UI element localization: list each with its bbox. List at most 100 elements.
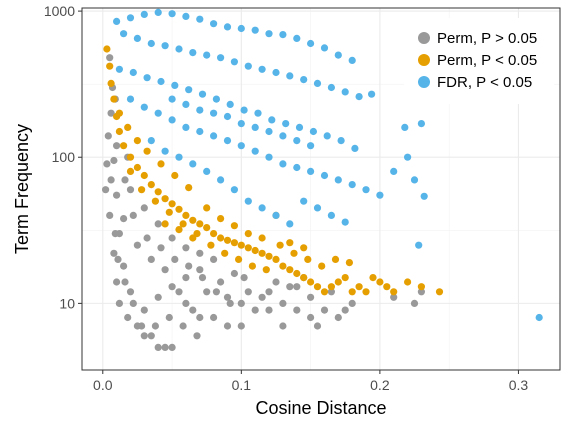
data-point [175, 288, 183, 296]
data-point [223, 23, 232, 31]
data-point [251, 246, 259, 255]
data-point [151, 322, 159, 330]
legend-key-grey [418, 32, 430, 44]
axes: 0.0 0.1 0.2 0.3 10 100 1000 [44, 3, 529, 393]
data-point [300, 274, 308, 282]
data-point [147, 255, 155, 263]
data-point [143, 74, 151, 82]
data-point [323, 132, 331, 140]
legend-key-orange [418, 54, 430, 66]
data-point [133, 163, 141, 172]
data-point [307, 39, 315, 48]
data-point [258, 65, 266, 73]
data-point [417, 288, 425, 296]
data-point [362, 288, 370, 296]
data-point [327, 288, 335, 296]
data-point [113, 278, 121, 286]
data-point [113, 142, 121, 150]
data-point [154, 8, 162, 16]
data-point [293, 306, 301, 314]
data-point [126, 186, 135, 194]
data-point [154, 293, 162, 301]
data-point [265, 306, 273, 314]
data-point [265, 252, 273, 260]
x-tick-label: 0.2 [370, 377, 390, 393]
data-point [320, 288, 329, 296]
data-point [210, 230, 218, 238]
data-point [157, 244, 165, 252]
data-point [110, 156, 118, 165]
data-point [212, 95, 220, 103]
data-point [282, 120, 290, 128]
data-point [293, 163, 301, 172]
data-point [115, 127, 123, 136]
data-point [171, 255, 179, 263]
x-tick-label: 0.1 [232, 377, 252, 393]
data-point [341, 274, 349, 282]
data-point [165, 208, 173, 216]
data-point [154, 188, 162, 196]
data-point [102, 186, 110, 194]
data-point [369, 274, 377, 282]
data-point [265, 30, 273, 38]
data-point [286, 239, 294, 247]
data-point [230, 269, 238, 278]
data-point [417, 120, 425, 128]
data-point [230, 222, 238, 230]
data-point [320, 306, 329, 314]
data-point [279, 30, 287, 39]
data-point [161, 266, 169, 274]
data-point [182, 299, 190, 307]
data-point [104, 132, 112, 140]
data-point [300, 197, 308, 205]
data-point [290, 249, 298, 257]
data-point [404, 153, 412, 161]
data-point [404, 278, 412, 286]
data-point [279, 322, 287, 330]
data-point [313, 283, 322, 291]
data-point [276, 241, 284, 249]
data-point [230, 186, 238, 194]
data-point [265, 288, 273, 296]
data-point [129, 299, 137, 307]
data-point [196, 313, 204, 322]
data-point [293, 137, 301, 145]
data-point [129, 211, 137, 219]
data-point [107, 176, 115, 184]
data-point [182, 100, 190, 108]
data-point [535, 313, 543, 322]
data-point [217, 215, 225, 223]
data-point [126, 153, 135, 161]
data-point [348, 56, 356, 64]
data-points [102, 8, 543, 351]
data-point [251, 26, 259, 34]
data-point [279, 160, 287, 168]
data-point [258, 249, 266, 257]
series-2 [113, 8, 543, 322]
data-point [168, 200, 176, 208]
data-point [417, 283, 425, 291]
data-point [420, 192, 428, 200]
data-point [307, 313, 315, 322]
data-point [161, 195, 169, 203]
data-point [337, 137, 345, 145]
data-point [106, 211, 114, 219]
data-point [196, 249, 204, 257]
data-point [279, 132, 287, 140]
data-point [334, 176, 342, 184]
data-point [196, 266, 204, 274]
data-point [138, 322, 146, 330]
data-point [114, 255, 122, 263]
data-point [307, 167, 315, 175]
data-point [157, 77, 165, 86]
data-point [237, 299, 245, 307]
data-point [376, 278, 384, 286]
data-point [106, 62, 114, 70]
data-point [120, 262, 128, 270]
data-point [327, 283, 335, 291]
data-point [327, 83, 335, 92]
data-point [185, 86, 193, 94]
data-point [230, 58, 238, 66]
data-point [193, 332, 201, 340]
